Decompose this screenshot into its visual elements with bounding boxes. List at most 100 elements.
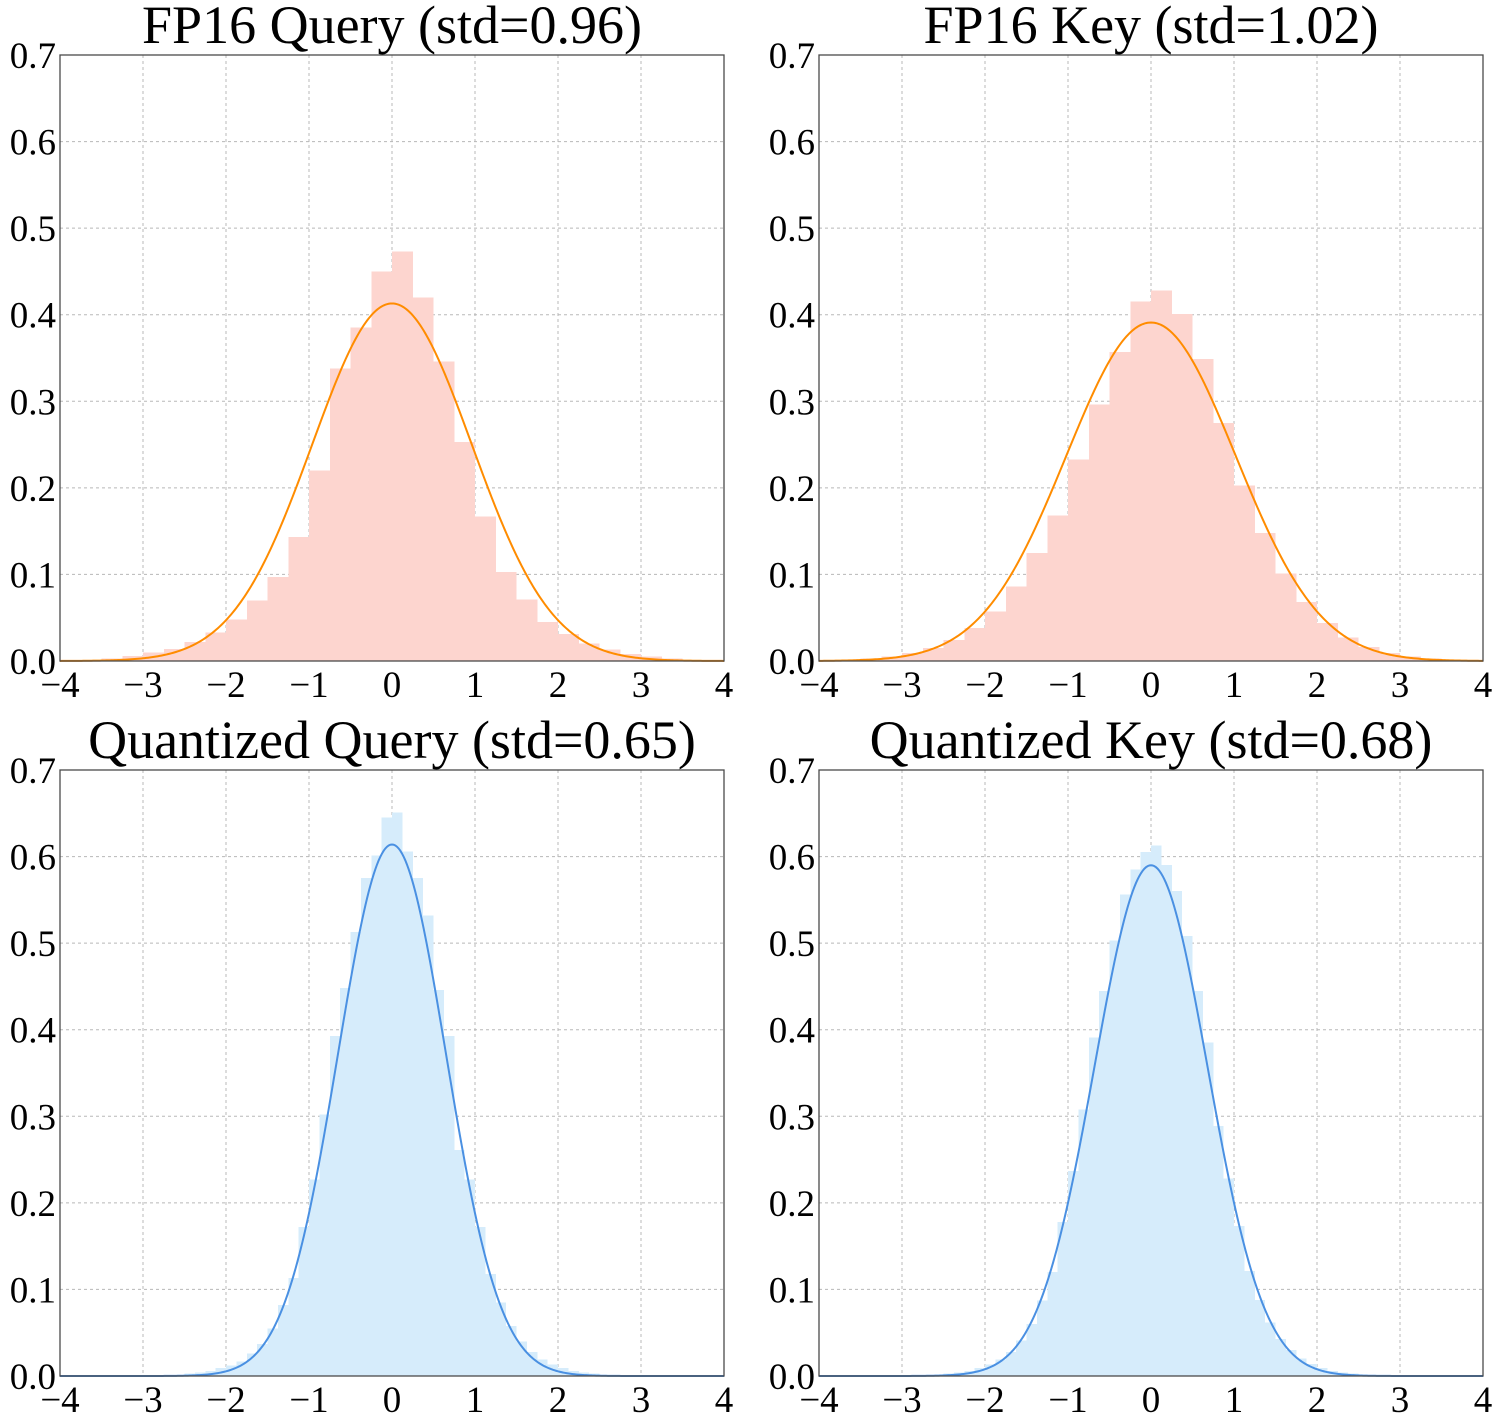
y-tick-label: 0.2: [769, 469, 815, 510]
histogram: [860, 290, 1442, 661]
axes-frame: [59, 54, 725, 662]
x-tick-label: −2: [206, 665, 245, 706]
histogram-bar: [277, 1305, 289, 1376]
x-tick-label: −1: [1048, 665, 1087, 706]
x-tick-label: −2: [965, 1380, 1004, 1420]
histogram-bar: [1317, 1368, 1328, 1376]
histogram-bar: [1244, 1271, 1255, 1376]
axes-frame: [59, 769, 725, 1377]
x-tick-labels: −4 −3 −2 −1 0 1 2 3 4: [40, 665, 733, 706]
histogram-bar: [495, 571, 517, 661]
x-tick-label: −4: [40, 665, 79, 706]
histogram-bar: [350, 327, 372, 661]
histogram-bar: [246, 1353, 258, 1376]
x-tick-labels: −4 −3 −2 −1 0 1 2 3 4: [40, 1380, 733, 1420]
y-tick-label: 0.1: [769, 1270, 815, 1311]
fit-curve: [59, 302, 725, 662]
histogram-bar: [236, 1361, 247, 1376]
histogram-bar: [578, 643, 600, 661]
histogram-bar: [1109, 940, 1120, 1376]
y-tick-label: 0.5: [10, 924, 56, 965]
x-tick-label: 1: [466, 1380, 485, 1420]
histogram-bar: [985, 611, 1006, 661]
y-tick-label: 0.7: [769, 36, 815, 77]
x-tick-label: −3: [882, 1380, 921, 1420]
histogram-bar: [329, 368, 351, 661]
histogram-bar: [392, 812, 403, 1376]
histogram-bar: [1099, 990, 1110, 1376]
x-tick-labels: −4 −3 −2 −1 0 1 2 3 4: [799, 1380, 1492, 1420]
histogram-bar: [267, 577, 289, 661]
histogram-bar: [1296, 602, 1317, 661]
x-tick-label: −4: [40, 1380, 79, 1420]
histogram-bar: [1213, 422, 1234, 661]
histogram-bar: [267, 1328, 278, 1376]
histogram-bar: [1151, 845, 1162, 1376]
histogram-bar: [319, 1114, 330, 1376]
y-tick-labels: 0.0 0.1 0.2 0.3 0.4 0.5 0.6 0.7: [769, 751, 815, 1398]
histogram: [101, 251, 683, 661]
histogram-bar: [516, 599, 538, 661]
histogram-bar: [1068, 459, 1089, 661]
histogram-bar: [526, 1351, 538, 1376]
y-tick-label: 0.3: [769, 1097, 815, 1138]
histogram-bar: [1026, 552, 1048, 661]
histogram-bar: [381, 817, 392, 1376]
histogram-bar: [1223, 1178, 1234, 1376]
x-tick-label: −3: [882, 665, 921, 706]
y-tick-label: 0.6: [10, 123, 56, 164]
y-tick-label: 0.0: [10, 642, 56, 683]
histogram-bar: [506, 1325, 517, 1376]
histogram-bar: [902, 653, 923, 661]
histogram-bar: [599, 649, 621, 661]
histogram-bar: [1234, 1226, 1245, 1376]
histogram-bar: [454, 1150, 465, 1376]
histogram-bar: [1130, 869, 1141, 1376]
histogram-bar: [226, 619, 247, 661]
y-tick-label: 0.0: [10, 1357, 56, 1398]
histogram-bar: [309, 470, 330, 661]
histogram-bar: [1026, 1324, 1037, 1376]
panel-fp16-query: −4 −3 −2 −1 0 1 2 3 4 0.0 0.1 0.2 0.3 0.4 0.5 0.6 0.7 FP1…: [10, 0, 734, 706]
x-tick-label: −2: [206, 1380, 245, 1420]
x-tick-label: −3: [123, 1380, 162, 1420]
axes-frame: [818, 769, 1484, 1377]
x-tick-label: 3: [1391, 1380, 1410, 1420]
histogram-bar: [475, 1227, 486, 1376]
histogram-bar: [412, 878, 424, 1376]
histogram-bar: [350, 931, 361, 1376]
histogram-bar: [1171, 891, 1183, 1376]
x-tick-label: 0: [1142, 665, 1161, 706]
y-tick-label: 0.7: [10, 751, 56, 792]
y-tick-label: 0.2: [10, 469, 56, 510]
histogram-bar: [205, 632, 226, 661]
x-tick-label: −4: [799, 1380, 838, 1420]
histogram-bar: [1036, 1300, 1048, 1376]
histogram-bar: [1119, 894, 1131, 1376]
histogram-bar: [1296, 1358, 1307, 1376]
histogram-bar: [1057, 1221, 1068, 1376]
y-tick-label: 0.1: [10, 555, 56, 596]
y-tick-label: 0.3: [769, 382, 815, 423]
histogram-bar: [1088, 1037, 1100, 1376]
y-tick-label: 0.2: [769, 1184, 815, 1225]
histogram: [943, 845, 1359, 1376]
histogram-bar: [246, 600, 268, 661]
y-tick-label: 0.4: [10, 1011, 56, 1052]
y-tick-label: 0.0: [769, 642, 815, 683]
y-tick-label: 0.6: [769, 123, 815, 164]
histogram-bar: [360, 878, 372, 1376]
histogram-bar: [475, 516, 496, 661]
histogram-bar: [433, 989, 444, 1376]
histogram-bar: [964, 628, 985, 661]
histogram-bar: [1254, 1299, 1266, 1376]
histogram-bar: [943, 640, 965, 661]
histogram-bar: [1130, 301, 1151, 661]
histogram-bar: [340, 988, 351, 1376]
histogram-bar: [985, 1364, 996, 1376]
histogram-bar: [1317, 622, 1338, 661]
histogram-bar: [1192, 358, 1214, 661]
histogram-bar: [1379, 653, 1400, 661]
histogram-bar: [257, 1343, 268, 1376]
